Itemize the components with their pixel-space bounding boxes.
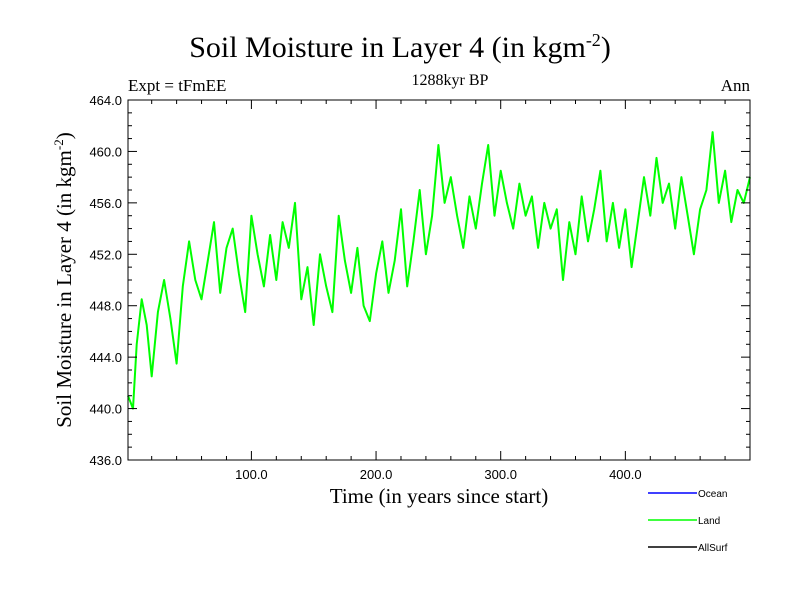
experiment-label: Expt = tFmEE (128, 76, 227, 95)
y-tick-label: 460.0 (89, 144, 122, 159)
series-line-land (127, 131, 751, 410)
y-tick-label: 444.0 (89, 350, 122, 365)
y-tick-label: 436.0 (89, 453, 122, 468)
x-tick-label: 100.0 (235, 467, 268, 482)
x-tick-label: 300.0 (484, 467, 517, 482)
legend-label-ocean: Ocean (698, 489, 727, 500)
y-tick-label: 448.0 (89, 299, 122, 314)
x-tick-label: 200.0 (360, 467, 393, 482)
y-tick-label: 456.0 (89, 196, 122, 211)
y-tick-label: 440.0 (89, 402, 122, 417)
y-tick-label: 464.0 (89, 93, 122, 108)
x-tick-label: 400.0 (609, 467, 642, 482)
period-label: 1288kyr BP (411, 72, 489, 89)
season-label: Ann (720, 76, 750, 95)
legend-label-land: Land (698, 516, 720, 527)
chart-title: Soil Moisture in Layer 4 (in kgm-2) (189, 30, 611, 64)
legend-label-allsurf: AllSurf (698, 543, 728, 554)
x-axis-label: Time (in years since start) (329, 484, 549, 508)
y-tick-label: 452.0 (89, 247, 122, 262)
